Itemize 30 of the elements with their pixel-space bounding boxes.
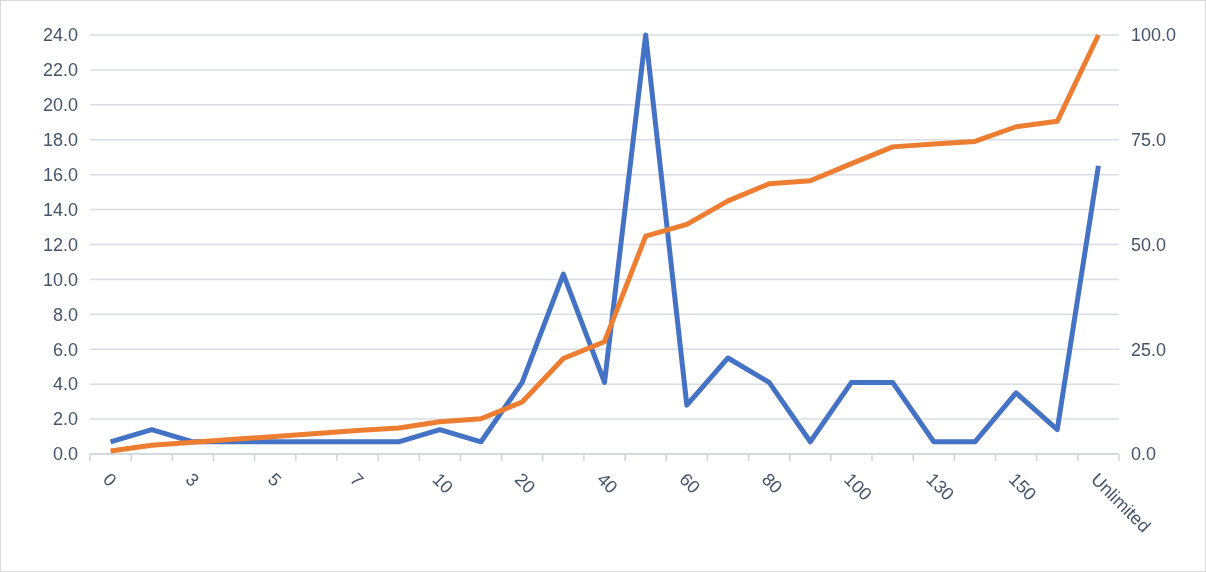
x-tick-label: 20	[510, 469, 540, 498]
x-tick-label: 130	[922, 469, 958, 505]
y-tick-label: 0.0	[52, 444, 78, 465]
y-tick-label: 22.0	[42, 60, 78, 81]
y-tick-label: 16.0	[42, 164, 78, 185]
y2-tick-label: 0.0	[1131, 444, 1157, 465]
x-tick-label: 5	[263, 469, 286, 491]
y-tick-label: 6.0	[52, 339, 78, 360]
x-tick-label: 10	[428, 469, 457, 498]
y2-tick-label: 75.0	[1131, 130, 1167, 151]
y-tick-label: 20.0	[42, 95, 78, 116]
x-tick-label: 100	[840, 469, 876, 505]
y-tick-label: 10.0	[42, 269, 78, 290]
y-tick-label: 14.0	[42, 199, 78, 220]
y-tick-label: 18.0	[42, 130, 78, 151]
y2-tick-label: 50.0	[1131, 234, 1167, 255]
x-tick-label: 7	[346, 469, 368, 491]
y2-tick-label: 25.0	[1131, 339, 1167, 360]
x-tick-label: 80	[757, 469, 787, 498]
y-tick-label: 4.0	[52, 374, 78, 395]
x-tick-label: 60	[675, 469, 704, 498]
y2-tick-label: 100.0	[1131, 25, 1177, 46]
x-tick-label: 40	[593, 469, 622, 498]
y-tick-label: 2.0	[52, 409, 78, 430]
x-tick-label: 3	[181, 469, 203, 491]
y-tick-label: 12.0	[42, 234, 78, 255]
x-tick-label: 150	[1004, 469, 1041, 505]
y-tick-label: 24.0	[42, 25, 78, 46]
x-tick-label: 0	[99, 469, 121, 491]
y-tick-label: 8.0	[52, 304, 78, 325]
